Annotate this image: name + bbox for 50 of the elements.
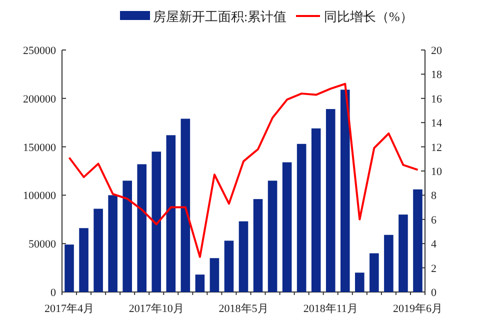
bar [340, 90, 350, 292]
bar [108, 195, 118, 292]
bar [413, 189, 422, 292]
bar [94, 208, 103, 292]
bar [296, 144, 306, 292]
bar [253, 199, 263, 292]
bar [370, 253, 379, 292]
y2-tick-label: 0 [431, 287, 437, 299]
bar [355, 272, 364, 292]
y2-tick-label: 18 [431, 69, 442, 82]
y-tick-label: 200000 [23, 93, 56, 106]
y2-tick-label: 6 [431, 214, 437, 226]
legend-label: 同比增长（%） [324, 9, 413, 24]
bar [137, 164, 147, 292]
bar [195, 274, 205, 292]
y2-tick-label: 2 [431, 262, 436, 275]
x-tick-label: 2017年4月 [44, 303, 94, 315]
bar [210, 258, 220, 292]
line-series [68, 82, 419, 258]
y2-tick-label: 8 [431, 190, 437, 202]
y2-tick-label: 10 [431, 166, 442, 178]
bar [384, 234, 394, 292]
bar [398, 214, 408, 292]
bar [311, 128, 321, 292]
y-tick-label: 100000 [23, 190, 56, 202]
bar [282, 162, 292, 292]
y-tick-label: 50000 [28, 238, 56, 251]
y2-tick-label: 20 [431, 45, 442, 57]
x-tick-label: 2018年11月 [303, 303, 358, 315]
y2-tick-label: 16 [431, 93, 442, 106]
bar [326, 109, 336, 292]
legend-label: 房屋新开工面积:累计值 [153, 9, 287, 24]
bar [122, 180, 132, 292]
bar [152, 152, 162, 292]
y2-tick-label: 4 [431, 238, 437, 251]
bar [166, 135, 176, 292]
bar [224, 240, 234, 292]
x-tick-label: 2017年10月 [128, 303, 184, 315]
y2-tick-label: 14 [431, 118, 442, 130]
bar [238, 221, 248, 292]
bar [64, 244, 74, 292]
bar [180, 118, 190, 292]
y-tick-label: 150000 [23, 142, 56, 154]
y2-tick-label: 12 [431, 142, 442, 154]
bar [79, 228, 88, 292]
x-tick-label: 2019年6月 [392, 303, 442, 315]
y-tick-label: 250000 [23, 45, 56, 57]
bar [268, 180, 278, 292]
x-tick-label: 2018年5月 [218, 303, 268, 315]
y-tick-label: 0 [50, 287, 56, 299]
